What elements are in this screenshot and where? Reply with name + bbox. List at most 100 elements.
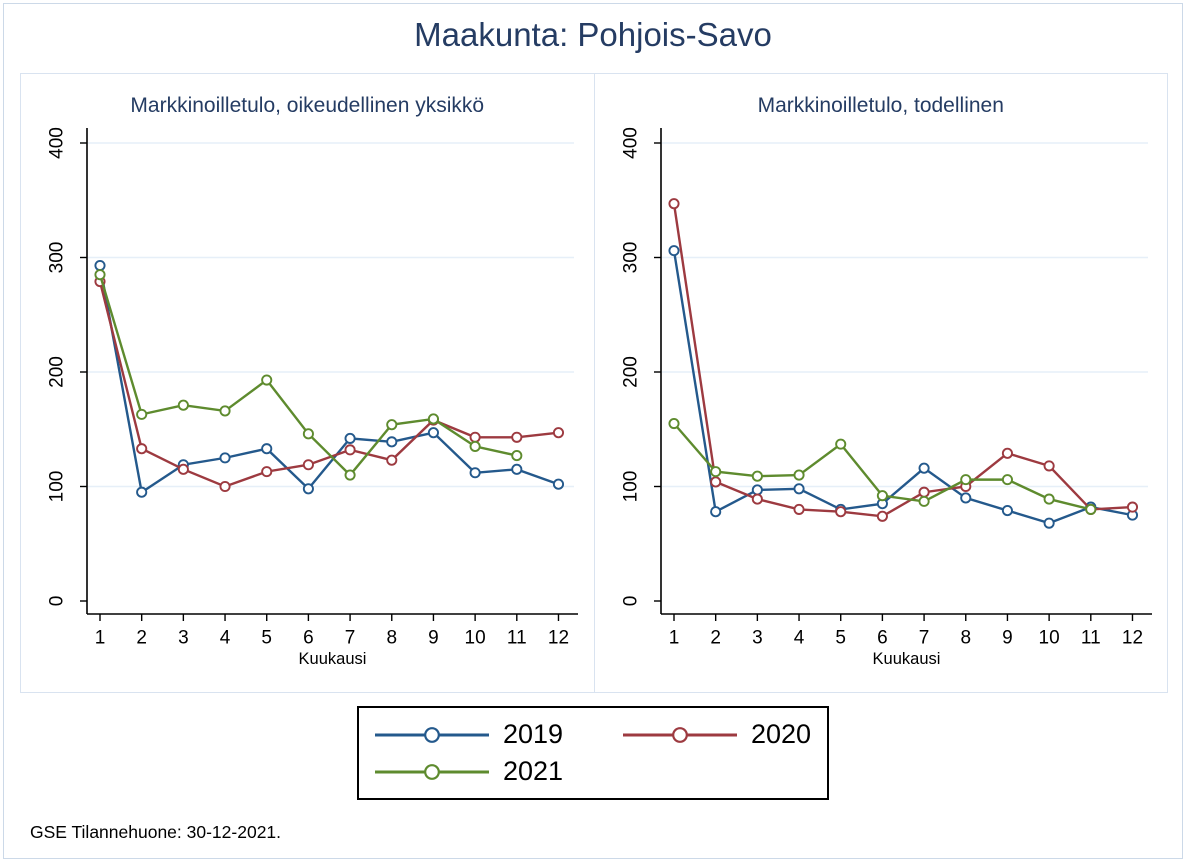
series-marker-2019 [302,483,314,495]
x-tick-label: 2 [136,628,147,649]
series-marker-2019 [386,436,398,448]
series-marker-2019 [552,478,565,490]
x-axis-title: Kuukausi [872,650,940,668]
series-line-2020 [98,281,559,488]
series-line-2020 [672,203,1133,518]
x-tick-label: 3 [752,628,763,649]
series-marker-2021 [959,474,971,486]
series-marker-2020 [261,466,273,478]
series-marker-2019 [792,483,805,495]
series-marker-2021 [469,440,481,452]
panel-left-title: Markkinoilletulo, oikeudellinen yksikkö [130,94,485,117]
series-marker-2021 [219,405,231,417]
series-marker-2019 [918,462,930,474]
x-tick-label: 8 [960,628,971,649]
legend-marker-icon [424,763,440,780]
series-marker-2020 [751,493,763,505]
legend-item-2020: 2020 [623,719,827,750]
x-tick-label: 1 [668,628,679,649]
series-marker-2020 [918,486,930,498]
series-marker-2019 [427,427,439,439]
x-axis-title: Kuukausi [299,650,367,668]
series-marker-2020 [667,198,680,210]
x-tick-label: 5 [835,628,846,649]
panel-left: Markkinoilletulo, oikeudellinen yksikkö … [21,74,595,692]
series-marker-2021 [511,450,523,462]
series-marker-2019 [1043,517,1055,529]
y-tick-label: 200 [47,356,68,388]
series-marker-2021 [792,469,805,481]
series-marker-2021 [918,495,930,507]
series-marker-2021 [261,374,273,386]
legend-item-2021: 2021 [375,756,623,787]
x-tick-label: 9 [428,628,439,649]
x-tick-label: 7 [918,628,929,649]
series-marker-2019 [261,443,273,455]
series-marker-2021 [1084,503,1096,515]
series-marker-2020 [177,463,189,475]
legend: 2019 2020 2021 [357,706,829,800]
series-marker-2021 [427,413,439,425]
series-marker-2020 [834,506,846,518]
series-marker-2021 [344,469,356,481]
series-marker-2021 [709,466,721,478]
x-tick-label: 11 [507,628,527,649]
series-marker-2021 [667,417,680,430]
series-marker-2020 [709,476,721,488]
series-marker-2021 [1001,474,1013,486]
legend-label-2020: 2020 [751,719,812,749]
series-marker-2020 [219,480,231,493]
y-tick-label: 100 [47,471,68,503]
series-marker-2019 [709,506,721,518]
x-tick-label: 6 [877,628,888,649]
series-marker-2020 [469,431,481,443]
series-marker-2021 [751,470,763,482]
x-tick-label: 9 [1002,628,1013,649]
legend-item-2019: 2019 [375,719,623,750]
series-marker-2020 [1126,501,1138,513]
series-marker-2020 [136,443,148,455]
x-tick-label: 5 [261,628,272,649]
series-marker-2019 [751,484,763,496]
series-line-2019 [98,265,559,495]
series-marker-2021 [1043,493,1055,505]
series-marker-2021 [834,438,846,450]
panel-right-title: Markkinoilletulo, todellinen [757,94,1004,117]
x-tick-label: 8 [386,628,397,649]
page-title: Maakunta: Pohjois-Savo [414,16,772,53]
x-tick-label: 4 [220,628,231,649]
legend-label-2019: 2019 [503,719,564,749]
series-line-2019 [672,250,1133,525]
series-marker-2019 [344,432,356,444]
series-marker-2021 [386,419,398,431]
x-tick-label: 6 [303,628,314,649]
x-tick-label: 11 [1080,628,1100,649]
y-tick-label: 100 [620,471,641,503]
legend-sample-2021 [375,763,489,780]
x-tick-label: 12 [548,628,569,649]
y-tick-label: 0 [620,596,641,607]
series-line-2021 [98,274,518,477]
x-tick-label: 7 [345,628,356,649]
y-tick-label: 400 [47,127,68,159]
series-marker-2021 [302,428,314,440]
series-marker-2019 [959,492,971,504]
footer-note: GSE Tilannehuone: 30-12-2021. [30,822,282,842]
series-marker-2021 [136,408,148,420]
y-tick-label: 400 [620,127,641,159]
y-tick-label: 300 [47,242,68,274]
series-marker-2019 [667,245,680,257]
series-marker-2020 [792,503,805,515]
x-tick-label: 10 [1038,628,1059,649]
series-marker-2020 [1043,460,1055,472]
legend-sample-2019 [375,726,489,743]
x-tick-label: 4 [793,628,804,649]
series-marker-2020 [1001,447,1013,459]
series-marker-2021 [177,399,189,411]
series-marker-2019 [1001,504,1013,517]
series-marker-2020 [876,510,888,522]
series-marker-2019 [511,463,523,475]
